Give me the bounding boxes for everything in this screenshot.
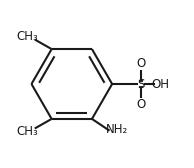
Text: CH₃: CH₃ bbox=[17, 30, 39, 43]
Text: NH₂: NH₂ bbox=[106, 123, 128, 136]
Text: O: O bbox=[136, 98, 145, 111]
Text: OH: OH bbox=[151, 77, 169, 91]
Text: O: O bbox=[136, 57, 145, 70]
Text: CH₃: CH₃ bbox=[17, 125, 39, 138]
Text: S: S bbox=[137, 77, 144, 91]
